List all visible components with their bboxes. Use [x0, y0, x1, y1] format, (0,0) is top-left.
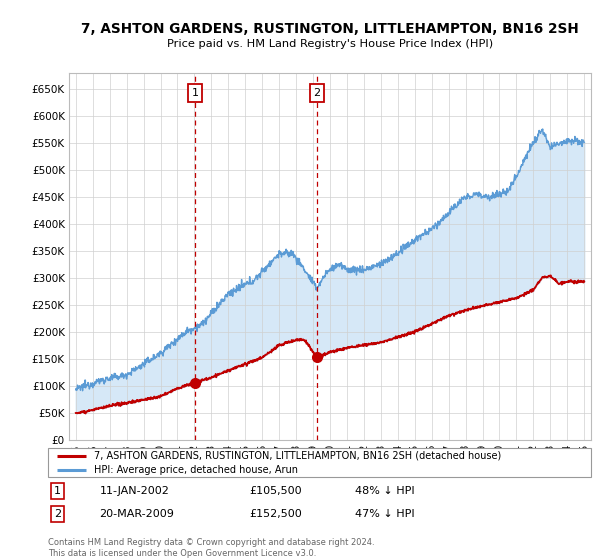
Text: £152,500: £152,500: [249, 510, 302, 519]
Text: £105,500: £105,500: [249, 486, 302, 496]
FancyBboxPatch shape: [48, 448, 591, 477]
Text: Contains HM Land Registry data © Crown copyright and database right 2024.
This d: Contains HM Land Registry data © Crown c…: [48, 538, 374, 558]
Text: HPI: Average price, detached house, Arun: HPI: Average price, detached house, Arun: [94, 465, 298, 475]
Text: 1: 1: [54, 486, 61, 496]
Text: 47% ↓ HPI: 47% ↓ HPI: [355, 510, 415, 519]
Text: 48% ↓ HPI: 48% ↓ HPI: [355, 486, 415, 496]
Text: 1: 1: [191, 88, 199, 98]
Text: 2: 2: [313, 88, 320, 98]
Text: 7, ASHTON GARDENS, RUSTINGTON, LITTLEHAMPTON, BN16 2SH (detached house): 7, ASHTON GARDENS, RUSTINGTON, LITTLEHAM…: [94, 451, 502, 461]
Text: 2: 2: [54, 510, 61, 519]
Text: Price paid vs. HM Land Registry's House Price Index (HPI): Price paid vs. HM Land Registry's House …: [167, 39, 493, 49]
Text: 11-JAN-2002: 11-JAN-2002: [100, 486, 169, 496]
Text: 7, ASHTON GARDENS, RUSTINGTON, LITTLEHAMPTON, BN16 2SH: 7, ASHTON GARDENS, RUSTINGTON, LITTLEHAM…: [81, 22, 579, 36]
Text: 20-MAR-2009: 20-MAR-2009: [100, 510, 175, 519]
